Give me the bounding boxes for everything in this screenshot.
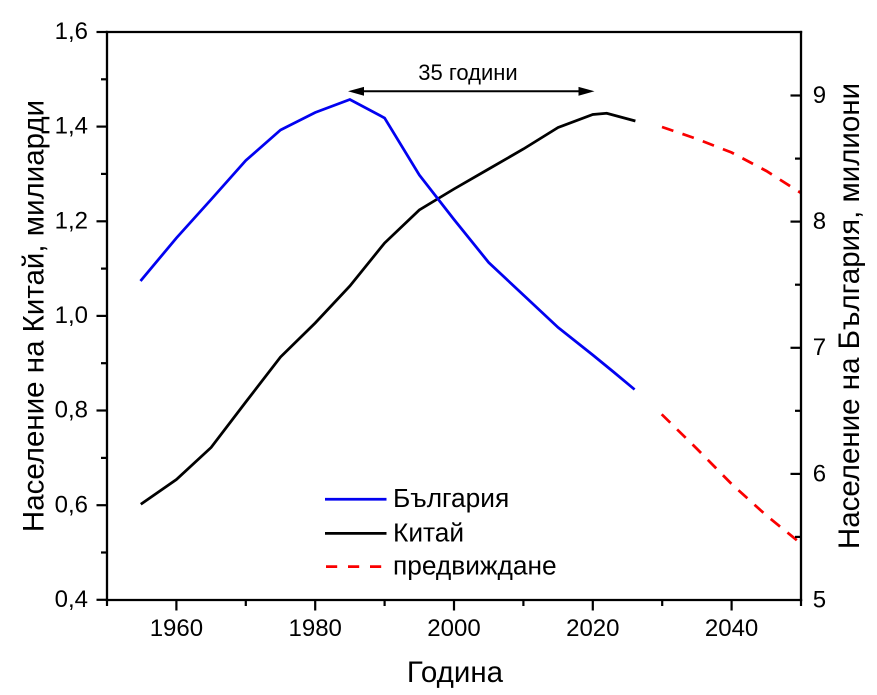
svg-text:предвиждане: предвиждане (393, 551, 557, 581)
svg-text:Година: Година (407, 656, 504, 689)
svg-text:1,0: 1,0 (55, 302, 88, 329)
svg-text:6: 6 (813, 460, 826, 487)
svg-text:1980: 1980 (289, 615, 342, 642)
svg-text:2040: 2040 (705, 615, 758, 642)
svg-text:Население на България, милиони: Население на България, милиони (833, 83, 866, 549)
svg-text:2020: 2020 (566, 615, 619, 642)
svg-text:Китай: Китай (393, 517, 464, 547)
svg-text:0,6: 0,6 (55, 491, 88, 518)
svg-text:Население на Китай, милиарди: Население на Китай, милиарди (17, 100, 50, 532)
svg-text:1,6: 1,6 (55, 18, 88, 45)
svg-text:0,4: 0,4 (55, 586, 88, 613)
svg-text:5: 5 (813, 586, 826, 613)
svg-text:1,4: 1,4 (55, 113, 88, 140)
svg-text:35 години: 35 години (418, 60, 517, 85)
svg-text:0,8: 0,8 (55, 397, 88, 424)
svg-text:7: 7 (813, 334, 826, 361)
svg-text:8: 8 (813, 208, 826, 235)
svg-text:2000: 2000 (427, 615, 480, 642)
svg-text:България: България (393, 483, 509, 513)
svg-text:9: 9 (813, 82, 826, 109)
svg-text:1960: 1960 (150, 615, 203, 642)
svg-text:1,2: 1,2 (55, 207, 88, 234)
